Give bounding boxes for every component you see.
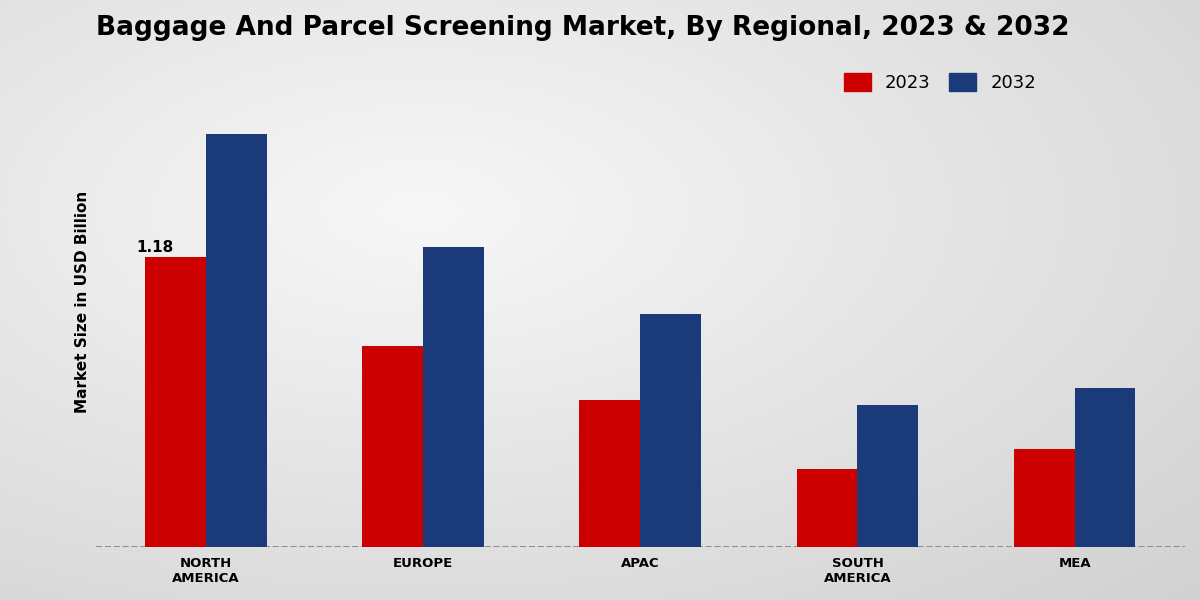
Bar	[362, 346, 424, 547]
Bar	[424, 247, 484, 547]
Bar	[580, 400, 641, 547]
Bar	[1075, 388, 1135, 547]
Bar	[1014, 449, 1075, 547]
Y-axis label: Market Size in USD Billion: Market Size in USD Billion	[74, 190, 90, 413]
Bar	[858, 405, 918, 547]
Text: Baggage And Parcel Screening Market, By Regional, 2023 & 2032: Baggage And Parcel Screening Market, By …	[96, 15, 1069, 41]
Bar	[145, 257, 206, 547]
Legend: 2023, 2032: 2023, 2032	[836, 65, 1043, 100]
Text: 1.18: 1.18	[137, 241, 174, 256]
Bar	[206, 134, 266, 547]
Bar	[797, 469, 858, 547]
Bar	[641, 314, 701, 547]
